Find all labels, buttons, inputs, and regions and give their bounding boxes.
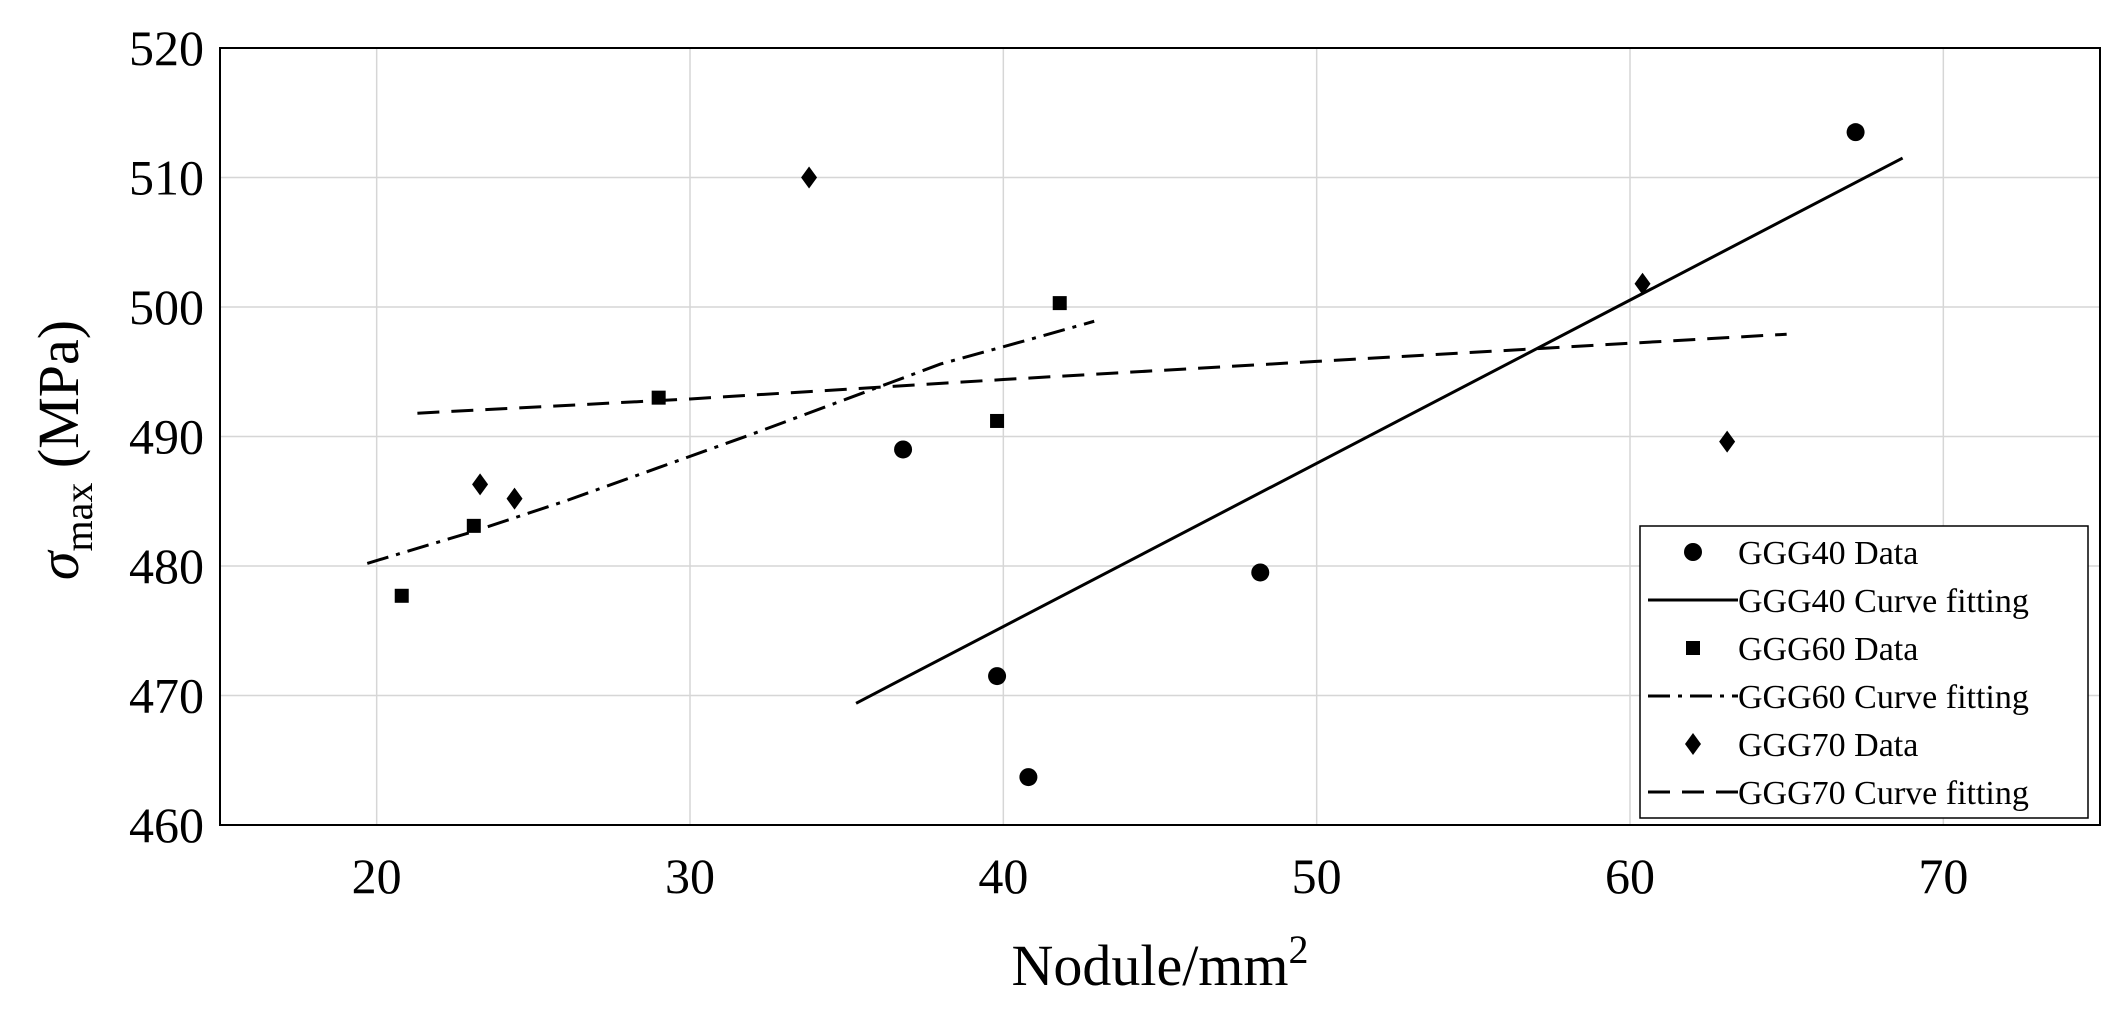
fit-line [855,156,1904,705]
legend-label: GGG40 Data [1738,535,1918,572]
legend-entry: GGG70 Curve fitting [1648,775,2029,812]
legend-entry: GGG40 Curve fitting [1648,583,2029,620]
data-point [1846,123,1865,142]
data-point [506,487,523,510]
data-point [1719,430,1736,453]
legend-swatch [1684,543,1702,561]
y-tick-label: 500 [129,279,204,335]
data-point [1251,563,1270,582]
series-4 [472,166,1736,510]
plot-frame [219,47,2101,826]
data-point [651,390,666,405]
data-point [1019,768,1038,787]
series-2 [394,296,1067,603]
legend-label: GGG70 Curve fitting [1738,775,2029,812]
data-point [988,667,1007,686]
legend-entry: GGG70 Data [1685,727,1918,764]
data-point [1634,272,1651,295]
legend-entry: GGG60 Data [1686,631,1918,668]
y-tick-label: 480 [129,538,204,594]
data-point [394,588,409,603]
data-point [990,413,1005,428]
legend-swatch [1685,733,1701,755]
x-tick-label: 60 [1605,848,1655,904]
y-tick-label: 470 [129,668,204,724]
data-point [472,473,489,496]
y-tick-label: 510 [129,150,204,206]
fit-line [417,332,1787,415]
series-5 [417,332,1787,415]
legend-label: GGG60 Data [1738,631,1918,668]
x-tick-label: 20 [352,848,402,904]
legend-box [1639,525,2089,819]
series-1 [855,156,1904,705]
y-tick-label: 460 [129,797,204,853]
series-0 [894,123,1865,787]
legend-swatch [1686,641,1700,655]
legend-label: GGG40 Curve fitting [1738,583,2029,620]
series-layer [366,123,1904,787]
x-tick-label: 70 [1918,848,1968,904]
x-axis-title: Nodule/mm2 [1011,927,1308,998]
legend-label: GGG70 Data [1738,727,1918,764]
y-tick-label: 490 [129,409,204,465]
y-tick-label: 520 [129,20,204,76]
y-axis-title: σmax (MPa) [26,320,101,580]
data-point [801,166,818,189]
legend: GGG40 Data GGG40 Curve fitting GGG60 Data G… [1639,525,2089,819]
fit-line [366,319,1095,565]
legend-entry: GGG60 Curve fitting [1648,679,2029,716]
legend-label: GGG60 Curve fitting [1738,679,2029,716]
data-point [1052,296,1067,311]
x-tick-label: 50 [1292,848,1342,904]
x-tick-label: 30 [665,848,715,904]
x-tick-label: 40 [978,848,1028,904]
series-3 [366,319,1095,565]
legend-entry: GGG40 Data [1684,535,1918,572]
data-point [894,440,913,459]
tick-labels: 20 30 40 50 60 70 460 470 480 490 500 510 520 [129,20,1968,904]
